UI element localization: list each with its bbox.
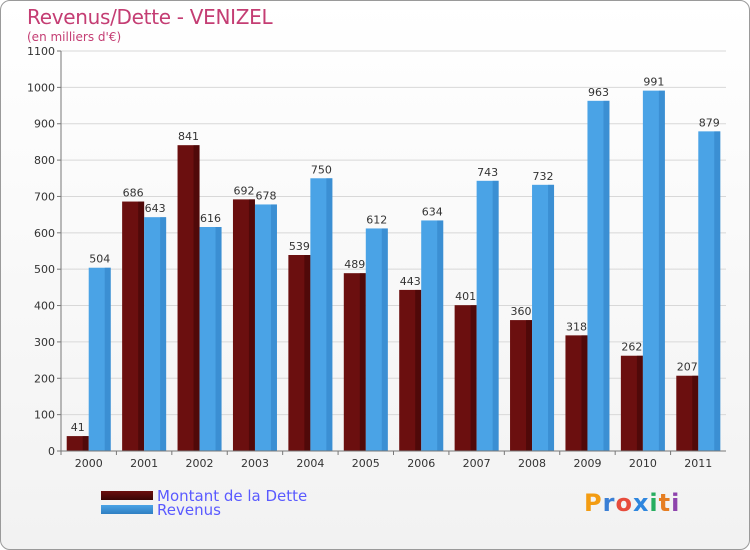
bar-shade	[548, 184, 555, 451]
legend-swatch-dette	[101, 491, 153, 500]
x-tick-label: 2004	[296, 457, 324, 470]
y-tick-label: 1100	[27, 45, 55, 58]
data-label: 678	[255, 189, 276, 202]
chart-title: Revenus/Dette - VENIZEL	[27, 5, 273, 29]
bar-shade	[270, 204, 277, 451]
proxiti-logo: Proxiti	[584, 489, 680, 517]
x-tick-label: 2006	[407, 457, 435, 470]
bar-shade	[326, 178, 333, 452]
y-tick-label: 600	[34, 227, 55, 240]
bar-shade	[437, 220, 444, 451]
logo-letter: i	[671, 489, 681, 517]
bar-shade	[658, 90, 665, 452]
chart-subtitle: (en milliers d'€)	[27, 30, 122, 44]
bar-shade	[526, 320, 533, 451]
x-tick-label: 2010	[629, 457, 657, 470]
bar-shade	[193, 145, 200, 451]
logo-letter: P	[584, 489, 603, 517]
data-label: 41	[71, 421, 85, 434]
bar-shade	[603, 100, 610, 452]
data-label: 262	[621, 341, 642, 354]
y-tick-label: 1000	[27, 81, 55, 94]
bar-shade	[381, 228, 388, 451]
legend-label-revenus: Revenus	[157, 501, 221, 519]
y-tick-label: 300	[34, 336, 55, 349]
bar-shade	[304, 255, 311, 451]
data-label: 489	[344, 258, 365, 271]
logo-letter: i	[649, 489, 659, 517]
data-label: 612	[366, 213, 387, 226]
bar-shade	[415, 289, 422, 451]
data-label: 539	[289, 240, 310, 253]
logo-letter: r	[602, 489, 616, 517]
bar-shade	[470, 305, 477, 451]
x-tick-label: 2003	[241, 457, 269, 470]
bars	[66, 90, 721, 452]
x-tick-label: 2009	[573, 457, 601, 470]
data-label: 686	[123, 187, 144, 200]
y-tick-label: 700	[34, 190, 55, 203]
data-label: 692	[233, 184, 254, 197]
bar-shade	[492, 180, 499, 451]
x-axis-ticks: 2000 2001 2002 2003 2004 2005 2006 2007 2008 2009…	[60, 451, 712, 470]
data-label: 318	[566, 320, 587, 333]
legend-label-dette: Montant de la Dette	[157, 487, 308, 505]
y-tick-label: 900	[34, 118, 55, 131]
bar-shade	[581, 335, 588, 451]
x-tick-label: 2001	[130, 457, 158, 470]
legend-swatch-revenus	[101, 505, 153, 514]
bar-shade	[160, 217, 167, 451]
data-label: 401	[455, 290, 476, 303]
x-tick-label: 2007	[463, 457, 491, 470]
data-label: 743	[477, 166, 498, 179]
bar-shade	[359, 273, 366, 451]
bar-shade	[138, 201, 145, 451]
bar-shade	[636, 355, 643, 451]
y-tick-label: 200	[34, 372, 55, 385]
y-tick-label: 400	[34, 300, 55, 313]
x-tick-label: 2000	[75, 457, 103, 470]
x-tick-label: 2002	[186, 457, 214, 470]
y-tick-label: 500	[34, 263, 55, 276]
bar-shade	[714, 131, 721, 451]
data-label: 750	[311, 163, 332, 176]
data-label: 879	[699, 116, 720, 129]
x-tick-label: 2008	[518, 457, 546, 470]
logo-letter: x	[632, 489, 650, 517]
bar-shade	[248, 199, 255, 451]
data-label: 991	[643, 76, 664, 89]
logo-letter: t	[658, 489, 672, 517]
x-tick-label: 2005	[352, 457, 380, 470]
y-axis-ticks: 0 100 200 300 400 500 600 700 800 900 1000 1100	[27, 45, 61, 458]
data-label: 841	[178, 130, 199, 143]
y-tick-label: 800	[34, 154, 55, 167]
data-label: 963	[588, 86, 609, 99]
data-label: 443	[400, 275, 421, 288]
x-tick-label: 2011	[684, 457, 712, 470]
gridlines	[61, 50, 726, 416]
data-label: 616	[200, 212, 221, 225]
data-label: 504	[89, 253, 110, 266]
bar-shade	[215, 227, 222, 451]
bar-shade	[692, 375, 699, 451]
data-label: 634	[422, 205, 443, 218]
data-label: 643	[145, 202, 166, 215]
logo-letter: o	[615, 489, 633, 517]
bar-shade	[104, 267, 111, 451]
y-tick-label: 100	[34, 409, 55, 422]
data-label: 207	[677, 361, 698, 374]
data-label: 360	[511, 305, 532, 318]
data-label: 732	[533, 170, 554, 183]
bar-shade	[82, 436, 89, 451]
y-tick-label: 0	[48, 445, 55, 458]
